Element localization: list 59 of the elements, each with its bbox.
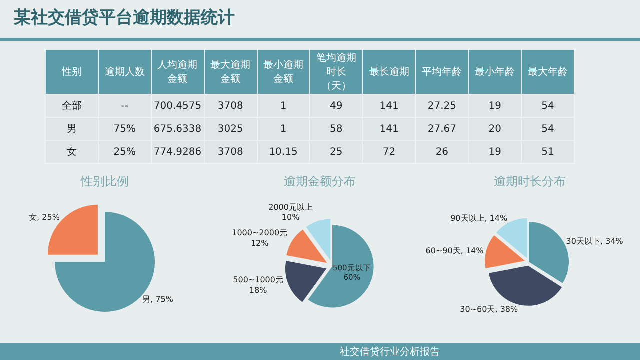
category-label: 最小逾期金额 (257, 50, 310, 94)
chart-title: 逾期金额分布 (284, 174, 356, 188)
text: 27.67 (428, 124, 456, 134)
text: 58 (330, 124, 343, 134)
slice-label: 2000元以上 (268, 202, 313, 212)
text: 49 (330, 100, 343, 112)
text: 20 (488, 124, 502, 134)
text: 社交借贷行业分析报告 (340, 346, 440, 359)
text: 54 (542, 100, 554, 112)
text: 25% (114, 146, 136, 158)
text: 26 (436, 146, 449, 158)
slice-label: 500~1000元 (233, 276, 284, 285)
text: 27.25 (428, 100, 456, 112)
text: 全部 (62, 101, 82, 112)
slice-label: 1000~2000元 (232, 228, 288, 238)
text: 19 (488, 100, 502, 112)
text: 3025 (218, 124, 244, 134)
slice-label: 60~90天, 14% (426, 246, 484, 256)
slice-label: 90天以上, 14% (450, 214, 508, 224)
data-label: 12% (250, 238, 270, 248)
category-label: 平均年龄 (416, 50, 469, 94)
text: 25 (330, 146, 343, 158)
slice-label: 男, 75% (142, 295, 174, 304)
slice-label: 女, 25% (29, 212, 60, 222)
text: 675.6338 (154, 124, 202, 134)
slice-label: 30天以下, 34% (566, 237, 624, 246)
category-label: 最大年龄 (522, 50, 574, 94)
slice-label: 30~60天, 38% (460, 305, 519, 314)
category-label: 逾期人数 (98, 50, 152, 94)
text: 1 (280, 124, 287, 134)
category-label: 笔均逾期时长（天） (310, 50, 363, 94)
text: 女 (66, 147, 77, 158)
text: 19 (488, 146, 502, 158)
text: 男 (66, 124, 77, 135)
text: 141 (380, 124, 399, 134)
text: 10.15 (269, 146, 298, 158)
slice-label: 500元以下 (332, 263, 372, 272)
data-label: 18% (249, 286, 268, 295)
text: 75% (114, 124, 136, 134)
data-label: 10% (282, 213, 300, 222)
text: 1 (280, 100, 287, 112)
text: 72 (382, 146, 396, 158)
category-label: 最大逾期金额 (204, 50, 258, 94)
text: 54 (542, 124, 554, 134)
text: 某社交借贷平台逾期数据统计 (14, 7, 235, 29)
text: -- (121, 100, 128, 112)
text: 3708 (218, 100, 244, 112)
category-label: 最小年龄 (468, 50, 522, 94)
category-label: 人均逾期金额 (151, 50, 204, 94)
text: 51 (542, 146, 554, 158)
text: 700.4575 (154, 100, 202, 112)
data-label: 60% (344, 273, 361, 282)
text: 774.9286 (154, 146, 202, 158)
chart-title: 逾期时长分布 (494, 174, 566, 188)
category-label: 最长逾期 (362, 50, 416, 94)
category-label: 性别 (46, 50, 98, 94)
text: 141 (380, 100, 399, 112)
chart-title: 性别比例 (80, 174, 129, 188)
text: 3708 (218, 146, 244, 158)
